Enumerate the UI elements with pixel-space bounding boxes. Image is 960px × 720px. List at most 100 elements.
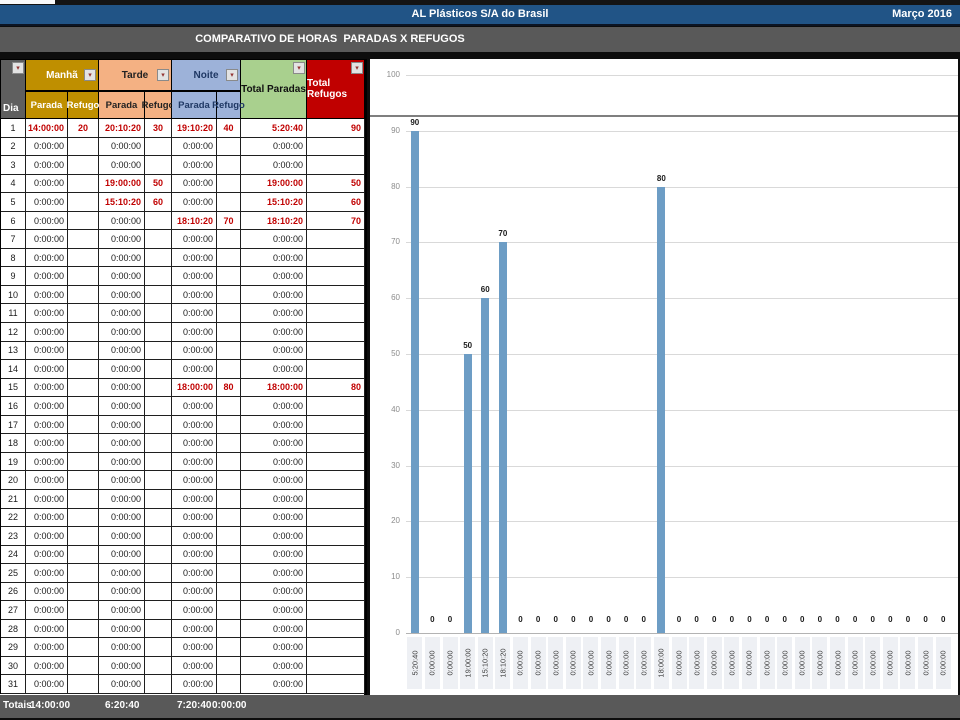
value-cell[interactable]: 0:00:00	[26, 489, 68, 509]
value-cell[interactable]: 5:20:40	[241, 119, 307, 138]
value-cell[interactable]: 0:00:00	[172, 656, 217, 676]
day-cell[interactable]: 14	[1, 360, 26, 379]
value-cell[interactable]: 0:00:00	[241, 656, 307, 676]
value-cell[interactable]: 0:00:00	[99, 397, 145, 416]
value-cell[interactable]	[145, 341, 172, 361]
value-cell[interactable]: 0:00:00	[241, 248, 307, 268]
value-cell[interactable]: 0:00:00	[172, 156, 217, 175]
value-cell[interactable]: 0:00:00	[26, 248, 68, 268]
value-cell[interactable]	[68, 527, 99, 546]
value-cell[interactable]: 0:00:00	[172, 601, 217, 620]
value-cell[interactable]: 0:00:00	[241, 360, 307, 379]
value-cell[interactable]: 90	[307, 119, 365, 138]
value-cell[interactable]	[307, 285, 365, 305]
value-cell[interactable]: 70	[217, 211, 241, 231]
day-cell[interactable]: 27	[1, 601, 26, 620]
value-cell[interactable]: 50	[145, 174, 172, 194]
value-cell[interactable]: 0:00:00	[241, 471, 307, 490]
day-cell[interactable]: 15	[1, 378, 26, 398]
total-refugos-filter-icon[interactable]	[351, 62, 363, 74]
value-cell[interactable]	[217, 248, 241, 268]
value-cell[interactable]: 0:00:00	[172, 174, 217, 194]
day-cell[interactable]: 26	[1, 582, 26, 602]
value-cell[interactable]	[145, 638, 172, 657]
day-cell[interactable]: 11	[1, 304, 26, 324]
value-cell[interactable]: 0:00:00	[99, 415, 145, 435]
day-cell[interactable]: 16	[1, 397, 26, 416]
value-cell[interactable]	[307, 545, 365, 565]
value-cell[interactable]	[68, 564, 99, 583]
bar[interactable]	[481, 298, 490, 633]
value-cell[interactable]: 0:00:00	[99, 230, 145, 249]
value-cell[interactable]	[217, 174, 241, 194]
value-cell[interactable]	[68, 360, 99, 379]
value-cell[interactable]	[217, 601, 241, 620]
value-cell[interactable]	[307, 156, 365, 175]
value-cell[interactable]	[307, 452, 365, 472]
value-cell[interactable]	[217, 230, 241, 249]
value-cell[interactable]	[145, 564, 172, 583]
value-cell[interactable]	[307, 582, 365, 602]
value-cell[interactable]: 0:00:00	[99, 619, 145, 639]
value-cell[interactable]: 0:00:00	[172, 582, 217, 602]
day-cell[interactable]: 3	[1, 156, 26, 175]
day-cell[interactable]: 5	[1, 193, 26, 212]
value-cell[interactable]: 0:00:00	[99, 527, 145, 546]
value-cell[interactable]: 0:00:00	[172, 434, 217, 453]
value-cell[interactable]: 0:00:00	[241, 341, 307, 361]
value-cell[interactable]	[145, 360, 172, 379]
value-cell[interactable]	[217, 471, 241, 490]
value-cell[interactable]	[307, 304, 365, 324]
value-cell[interactable]: 0:00:00	[241, 434, 307, 453]
value-cell[interactable]	[217, 452, 241, 472]
column-header-manha[interactable]: Manhã	[26, 59, 99, 91]
value-cell[interactable]: 0:00:00	[26, 415, 68, 435]
column-header-dia[interactable]: Dia	[0, 59, 26, 119]
value-cell[interactable]: 0:00:00	[99, 601, 145, 620]
value-cell[interactable]: 18:00:00	[172, 378, 217, 398]
value-cell[interactable]: 60	[307, 193, 365, 212]
value-cell[interactable]	[145, 156, 172, 175]
value-cell[interactable]: 0:00:00	[26, 656, 68, 676]
value-cell[interactable]	[307, 601, 365, 620]
value-cell[interactable]: 0:00:00	[26, 508, 68, 528]
value-cell[interactable]: 19:00:00	[241, 174, 307, 194]
day-cell[interactable]: 22	[1, 508, 26, 528]
value-cell[interactable]	[145, 211, 172, 231]
value-cell[interactable]	[68, 656, 99, 676]
value-cell[interactable]: 0:00:00	[99, 341, 145, 361]
subheader-manha-refugo[interactable]: Refugo	[67, 91, 99, 119]
value-cell[interactable]	[68, 545, 99, 565]
value-cell[interactable]	[217, 564, 241, 583]
column-header-total-paradas[interactable]: Total Paradas	[241, 59, 307, 119]
day-cell[interactable]: 23	[1, 527, 26, 546]
value-cell[interactable]	[307, 619, 365, 639]
value-cell[interactable]: 0:00:00	[26, 267, 68, 286]
value-cell[interactable]	[217, 527, 241, 546]
value-cell[interactable]: 0:00:00	[26, 174, 68, 194]
value-cell[interactable]: 0:00:00	[26, 434, 68, 453]
value-cell[interactable]: 0:00:00	[241, 545, 307, 565]
value-cell[interactable]	[217, 545, 241, 565]
value-cell[interactable]	[68, 619, 99, 639]
value-cell[interactable]: 0:00:00	[172, 397, 217, 416]
subheader-tarde-parada[interactable]: Parada	[99, 91, 145, 119]
value-cell[interactable]	[307, 137, 365, 157]
value-cell[interactable]: 0:00:00	[99, 452, 145, 472]
value-cell[interactable]: 0:00:00	[241, 285, 307, 305]
value-cell[interactable]	[217, 656, 241, 676]
bar[interactable]	[657, 186, 666, 633]
day-cell[interactable]: 6	[1, 211, 26, 231]
value-cell[interactable]: 0:00:00	[99, 564, 145, 583]
day-cell[interactable]: 25	[1, 564, 26, 583]
day-cell[interactable]: 2	[1, 137, 26, 157]
value-cell[interactable]: 0:00:00	[241, 619, 307, 639]
value-cell[interactable]	[145, 527, 172, 546]
value-cell[interactable]	[145, 656, 172, 676]
value-cell[interactable]: 0:00:00	[172, 415, 217, 435]
value-cell[interactable]: 0:00:00	[241, 267, 307, 286]
value-cell[interactable]: 60	[145, 193, 172, 212]
value-cell[interactable]: 40	[217, 119, 241, 138]
value-cell[interactable]: 0:00:00	[26, 582, 68, 602]
value-cell[interactable]: 0:00:00	[99, 545, 145, 565]
